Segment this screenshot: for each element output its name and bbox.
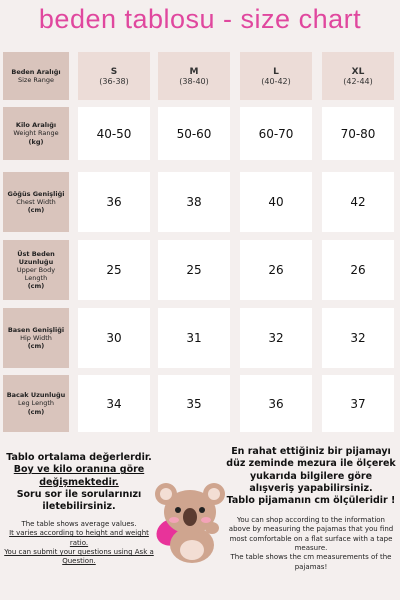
- value-cell: 40: [240, 172, 312, 232]
- row-label: Bacak Uzunluğu Leg Length (cm): [3, 375, 69, 432]
- value-cell: 42: [322, 172, 394, 232]
- row-label-unit: (kg): [28, 137, 44, 146]
- size-header: M (38-40): [158, 52, 230, 100]
- value-cell: 60-70: [240, 107, 312, 160]
- value-cell: 35: [158, 375, 230, 432]
- size-name: XL: [351, 66, 365, 77]
- row-label: Kilo Aralığı Weight Range (kg): [3, 107, 69, 160]
- size-header: S (36-38): [78, 52, 150, 100]
- row-label-unit: (cm): [27, 342, 45, 351]
- value-cell: 25: [78, 240, 150, 300]
- value-cell: 50-60: [158, 107, 230, 160]
- header-label-tr: Beden Aralığı: [11, 67, 61, 76]
- row-label-en: Leg Length: [17, 399, 55, 408]
- row-label-en: Hip Width: [20, 333, 52, 342]
- size-range: (40-42): [261, 76, 291, 86]
- value-cell: 30: [78, 308, 150, 368]
- size-name: M: [189, 66, 199, 77]
- value-cell: 32: [240, 308, 312, 368]
- value-cell: 31: [158, 308, 230, 368]
- note: The table shows the cm measurements of t…: [230, 553, 392, 571]
- note: Boy ve kilo oranına göre değişmektedir.: [13, 464, 145, 488]
- header-label: Beden Aralığı Size Range: [3, 52, 69, 100]
- note: Soru sor ile sorularınızı iletebilirsini…: [16, 489, 142, 513]
- row-label-tr: Basen Genişliği: [7, 325, 65, 334]
- koala-illustration: [155, 483, 225, 563]
- header-label-en: Size Range: [17, 76, 54, 84]
- value-cell: 38: [158, 172, 230, 232]
- note: Tablo pijamanın cm ölçüleridir !: [226, 495, 396, 507]
- row-label: Basen Genişliği Hip Width (cm): [3, 308, 69, 368]
- note: Tablo ortalama değerlerdir.: [6, 452, 152, 463]
- note: You can shop according to the informatio…: [228, 515, 394, 553]
- size-name: L: [273, 66, 279, 77]
- row-label-unit: (cm): [27, 206, 45, 215]
- value-cell: 26: [240, 240, 312, 300]
- size-range: (42-44): [343, 76, 373, 86]
- row-label: Göğüs Genişliği Chest Width (cm): [3, 172, 69, 232]
- row-label: Üst Beden Uzunluğu Upper Body Length (cm): [3, 240, 69, 300]
- note: It varies according to height and weight…: [9, 529, 149, 547]
- value-cell: 36: [240, 375, 312, 432]
- size-header: L (40-42): [240, 52, 312, 100]
- row-label-tr: Bacak Uzunluğu: [6, 391, 66, 400]
- size-header: XL (42-44): [322, 52, 394, 100]
- value-cell: 25: [158, 240, 230, 300]
- notes-left: Tablo ortalama değerlerdir. Boy ve kilo …: [4, 452, 154, 567]
- size-name: S: [110, 66, 118, 77]
- value-cell: 36: [78, 172, 150, 232]
- value-cell: 32: [322, 308, 394, 368]
- note: The table shows average values.: [21, 519, 137, 528]
- row-label-unit: (cm): [27, 407, 45, 416]
- row-label-tr: Kilo Aralığı: [15, 121, 57, 130]
- row-label-en: Chest Width: [16, 197, 56, 206]
- size-range: (36-38): [99, 76, 129, 86]
- notes-right: En rahat ettiğiniz bir pijamayı düz zemi…: [226, 446, 396, 572]
- title: beden tablosu - size chart: [38, 4, 362, 34]
- value-cell: 34: [78, 375, 150, 432]
- value-cell: 37: [322, 375, 394, 432]
- size-range: (38-40): [179, 76, 209, 86]
- note: You can submit your questions using Ask …: [4, 548, 154, 566]
- row-label-tr: Göğüs Genişliği: [7, 189, 65, 198]
- row-label-en: Weight Range: [13, 129, 59, 138]
- row-label-tr: Üst Beden Uzunluğu: [17, 249, 55, 266]
- row-label-en: Upper Body Length: [16, 265, 56, 283]
- value-cell: 40-50: [78, 107, 150, 160]
- note: En rahat ettiğiniz bir pijamayı düz zemi…: [226, 446, 396, 495]
- value-cell: 26: [322, 240, 394, 300]
- value-cell: 70-80: [322, 107, 394, 160]
- row-label-unit: (cm): [27, 282, 45, 291]
